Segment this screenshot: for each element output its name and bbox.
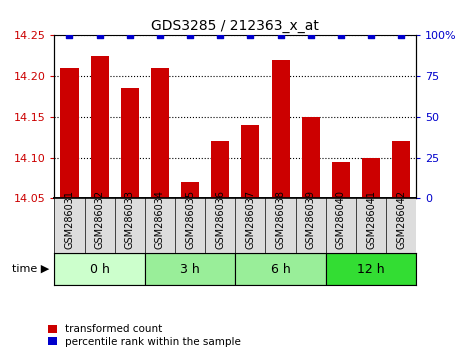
Bar bbox=[121, 88, 139, 198]
Bar bbox=[61, 68, 79, 198]
Bar bbox=[235, 253, 326, 285]
Text: GSM286038: GSM286038 bbox=[276, 190, 286, 249]
Bar bbox=[91, 56, 109, 198]
Point bbox=[337, 33, 345, 38]
Title: GDS3285 / 212363_x_at: GDS3285 / 212363_x_at bbox=[151, 19, 319, 33]
Bar bbox=[181, 182, 199, 198]
Text: GSM286033: GSM286033 bbox=[125, 190, 135, 249]
Text: time ▶: time ▶ bbox=[12, 264, 50, 274]
Point bbox=[307, 33, 315, 38]
Text: GSM286039: GSM286039 bbox=[306, 190, 315, 249]
Point bbox=[66, 33, 73, 38]
Text: GSM286034: GSM286034 bbox=[155, 190, 165, 249]
Text: GSM286031: GSM286031 bbox=[64, 190, 74, 249]
Point bbox=[186, 33, 194, 38]
Text: GSM286035: GSM286035 bbox=[185, 190, 195, 249]
Bar bbox=[151, 68, 169, 198]
Bar bbox=[302, 117, 320, 198]
Bar bbox=[332, 162, 350, 198]
Point bbox=[217, 33, 224, 38]
Text: GSM286037: GSM286037 bbox=[245, 190, 255, 249]
Bar bbox=[326, 253, 416, 285]
Text: GSM286041: GSM286041 bbox=[366, 190, 376, 249]
Bar bbox=[392, 141, 410, 198]
Text: GSM286036: GSM286036 bbox=[215, 190, 225, 249]
Text: 0 h: 0 h bbox=[90, 263, 110, 275]
Point bbox=[367, 33, 375, 38]
Point bbox=[397, 33, 405, 38]
Legend: transformed count, percentile rank within the sample: transformed count, percentile rank withi… bbox=[48, 324, 241, 347]
Bar bbox=[211, 141, 229, 198]
Text: 12 h: 12 h bbox=[357, 263, 385, 275]
Text: GSM286040: GSM286040 bbox=[336, 190, 346, 249]
Bar bbox=[54, 253, 145, 285]
Text: GSM286042: GSM286042 bbox=[396, 190, 406, 249]
Bar bbox=[272, 60, 289, 198]
Bar bbox=[362, 158, 380, 198]
Point bbox=[277, 33, 284, 38]
Point bbox=[156, 33, 164, 38]
Text: GSM286032: GSM286032 bbox=[95, 190, 105, 249]
Bar bbox=[145, 253, 235, 285]
Bar bbox=[241, 125, 259, 198]
Text: 3 h: 3 h bbox=[180, 263, 200, 275]
Point bbox=[96, 33, 104, 38]
Point bbox=[246, 33, 254, 38]
Point bbox=[126, 33, 133, 38]
Text: 6 h: 6 h bbox=[271, 263, 290, 275]
